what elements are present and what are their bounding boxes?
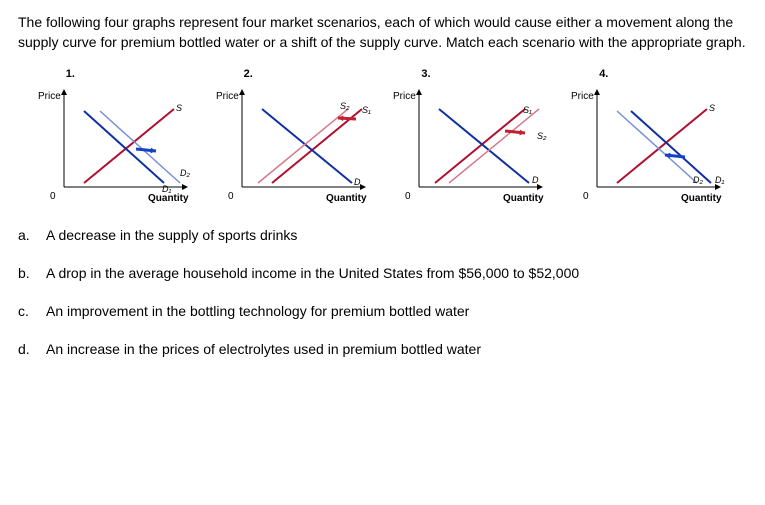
svg-text:D₂: D₂ [693,175,703,185]
graph-1: 1. Price Quantity 0 S D₁ D₂ [36,67,196,203]
svg-text:D: D [532,175,539,185]
graph-number: 3. [421,67,551,83]
svg-text:Price: Price [571,91,594,102]
graphs-row: 1. Price Quantity 0 S D₁ D₂ 2. Price Quantity 0 S₁ S… [18,67,747,203]
svg-text:0: 0 [228,191,234,202]
graph-3: 3. Price Quantity 0 S₁ S₂ D [391,67,551,203]
option-letter: b. [18,263,34,283]
option-letter: d. [18,339,34,359]
svg-text:D₁: D₁ [715,175,724,185]
options-list: a. A decrease in the supply of sports dri… [18,225,747,360]
graph-2: 2. Price Quantity 0 S₁ S₂ D [214,67,374,203]
svg-text:Quantity: Quantity [503,193,544,203]
svg-text:Price: Price [38,91,61,102]
svg-text:D₁: D₁ [162,184,171,194]
option-letter: a. [18,225,34,245]
graph-4: 4. Price Quantity 0 S D₁ D₂ [569,67,729,203]
graph-number: 2. [244,67,374,83]
svg-text:S: S [176,103,182,113]
svg-text:S₂: S₂ [340,101,350,111]
option-text: An increase in the prices of electrolyte… [46,339,481,359]
option-letter: c. [18,301,34,321]
svg-text:S: S [709,103,715,113]
svg-text:0: 0 [583,191,589,202]
svg-text:Quantity: Quantity [681,193,722,203]
svg-text:0: 0 [405,191,411,202]
graph-number: 4. [599,67,729,83]
svg-text:S₁: S₁ [523,105,532,115]
option-text: A decrease in the supply of sports drink… [46,225,297,245]
graph-number: 1. [66,67,196,83]
svg-text:Quantity: Quantity [326,193,367,203]
svg-text:Price: Price [216,91,239,102]
svg-text:S₂: S₂ [537,131,547,141]
option-c: c. An improvement in the bottling technol… [18,301,747,321]
option-d: d. An increase in the prices of electroly… [18,339,747,359]
option-text: A drop in the average household income i… [46,263,579,283]
svg-text:Quantity: Quantity [148,193,189,203]
option-b: b. A drop in the average household income… [18,263,747,283]
svg-text:S₁: S₁ [362,105,371,115]
svg-text:D: D [354,177,361,187]
option-text: An improvement in the bottling technolog… [46,301,469,321]
intro-text: The following four graphs represent four… [18,12,747,53]
option-a: a. A decrease in the supply of sports dri… [18,225,747,245]
svg-text:D₂: D₂ [180,168,190,178]
svg-text:0: 0 [50,191,56,202]
svg-text:Price: Price [393,91,416,102]
